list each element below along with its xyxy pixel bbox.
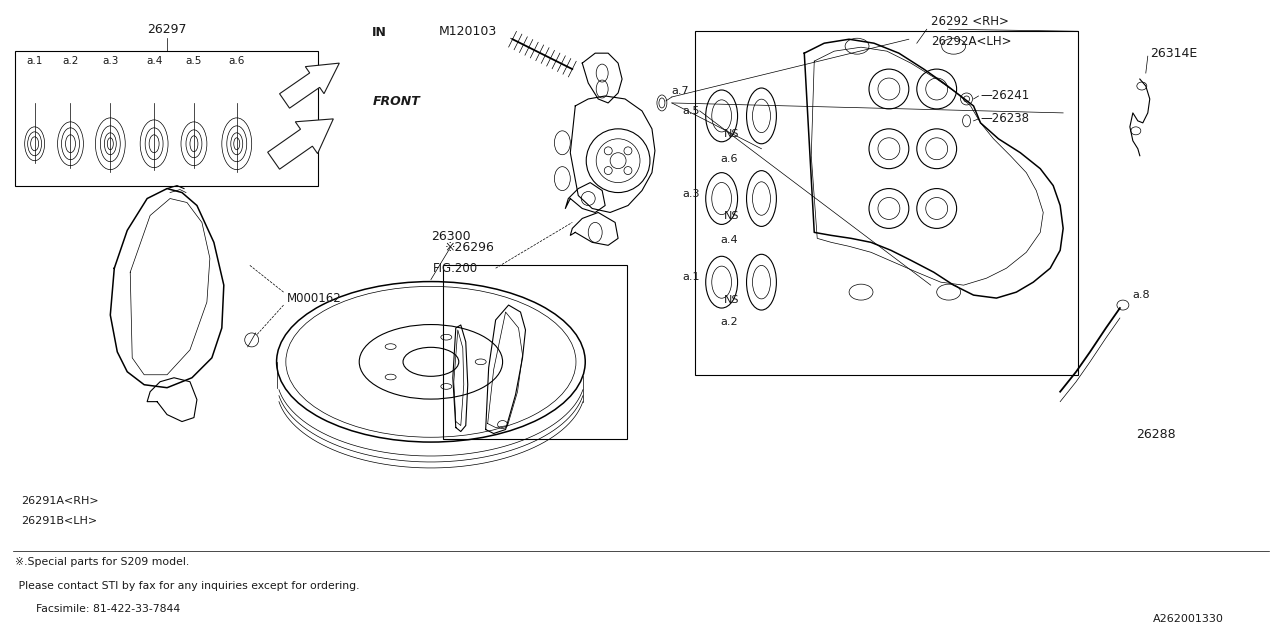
Text: —26238: —26238 (980, 113, 1029, 125)
Bar (443, 265, 627, 440)
Text: ※.Special parts for S209 model.: ※.Special parts for S209 model. (15, 557, 189, 567)
Text: Please contact STI by fax for any inquiries except for ordering.: Please contact STI by fax for any inquir… (15, 581, 360, 591)
Text: a.6: a.6 (229, 56, 244, 66)
Text: 26314E: 26314E (1149, 47, 1197, 60)
Text: a.2: a.2 (63, 56, 78, 66)
Text: a.1: a.1 (682, 272, 700, 282)
Text: 26300: 26300 (431, 230, 471, 243)
Text: Facsimile: 81-422-33-7844: Facsimile: 81-422-33-7844 (15, 604, 180, 614)
Text: —26241: —26241 (980, 90, 1030, 102)
Polygon shape (268, 119, 333, 169)
Text: 26291B<LH>: 26291B<LH> (20, 516, 97, 526)
Text: a.3: a.3 (682, 189, 700, 198)
Text: 26288: 26288 (1135, 428, 1175, 441)
Text: NS: NS (724, 295, 740, 305)
Text: 26292A<LH>: 26292A<LH> (931, 35, 1011, 48)
Text: a.7: a.7 (672, 86, 690, 96)
Text: M000162: M000162 (287, 292, 342, 305)
Text: FIG.200: FIG.200 (433, 262, 477, 275)
Text: a.8: a.8 (1133, 290, 1151, 300)
Text: A262001330: A262001330 (1153, 614, 1224, 623)
Text: 26292 <RH>: 26292 <RH> (931, 15, 1009, 28)
Text: M120103: M120103 (439, 25, 497, 38)
Bar (695, 31, 1078, 375)
Text: a.5: a.5 (186, 56, 202, 66)
Text: NS: NS (724, 129, 740, 139)
Text: a.1: a.1 (27, 56, 42, 66)
Text: a.3: a.3 (102, 56, 119, 66)
Text: a.4: a.4 (719, 236, 737, 245)
Text: FRONT: FRONT (374, 95, 421, 108)
Text: NS: NS (724, 211, 740, 221)
Text: a.5: a.5 (682, 106, 700, 116)
Text: ※26296: ※26296 (445, 241, 495, 254)
Text: IN: IN (372, 26, 387, 39)
Polygon shape (279, 63, 339, 108)
Text: a.4: a.4 (146, 56, 163, 66)
Text: a.6: a.6 (721, 154, 737, 164)
Text: a.2: a.2 (719, 317, 737, 327)
Text: 26291A<RH>: 26291A<RH> (20, 496, 99, 506)
Text: 26297: 26297 (147, 23, 187, 36)
Bar (15, 51, 319, 186)
